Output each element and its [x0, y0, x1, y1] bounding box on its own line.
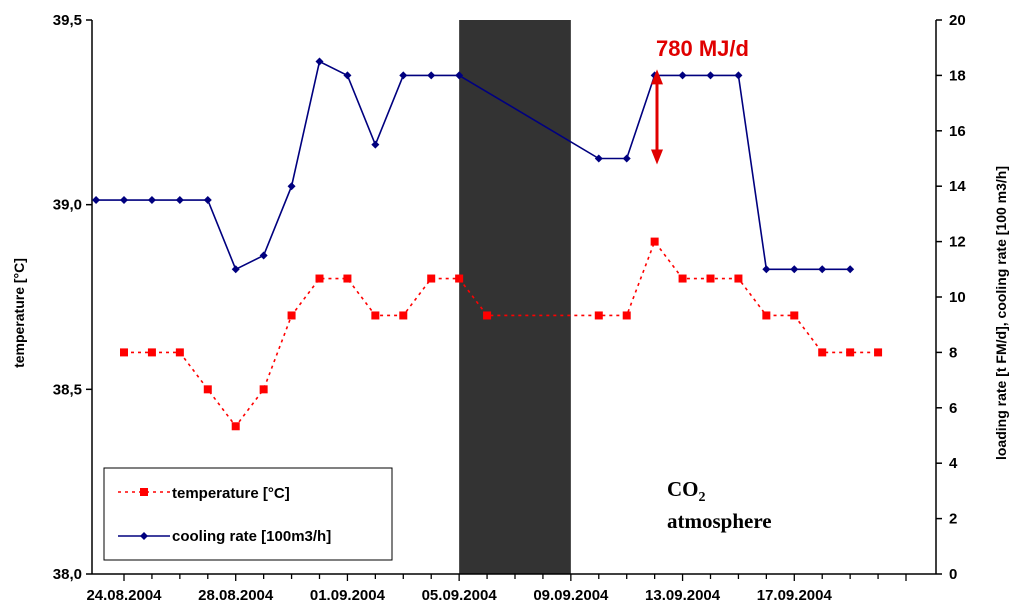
cooling-rate-point — [790, 265, 799, 274]
cooling-rate-point — [203, 196, 212, 205]
x-tick-label: 09.09.2004 — [533, 587, 609, 604]
cooling-rate-point — [706, 71, 715, 80]
x-tick-label: 01.09.2004 — [310, 587, 386, 604]
right-tick-label: 0 — [949, 566, 957, 583]
shaded-period-rect — [459, 20, 571, 574]
legend-marker-temperature — [140, 488, 148, 496]
temperature-point — [287, 311, 296, 320]
x-tick-label: 13.09.2004 — [645, 587, 721, 604]
cooling-rate-point — [399, 71, 408, 80]
temperature-point — [790, 311, 799, 320]
left-axis-title: temperature [°C] — [11, 258, 27, 368]
temperature-point — [427, 274, 436, 283]
temperature-point — [203, 385, 212, 394]
cooling-rate-point — [259, 251, 268, 260]
co2-label-line1: CO2 — [667, 477, 706, 505]
x-tick-label: 17.09.2004 — [757, 587, 833, 604]
temperature-point — [678, 274, 687, 283]
temperature-point — [343, 274, 352, 283]
annotation-arrow-head-up — [651, 69, 663, 85]
temperature-point — [762, 311, 771, 320]
annotation-label: 780 MJ/d — [656, 36, 749, 61]
left-axis: 38,0 38,5 39,0 39,5 — [53, 12, 92, 583]
right-tick-label: 8 — [949, 344, 957, 361]
left-tick-label: 39,0 — [53, 197, 82, 214]
right-tick-label: 18 — [949, 67, 966, 84]
temperature-point — [231, 422, 240, 431]
temperature-point — [818, 348, 827, 357]
temperature-point — [371, 311, 380, 320]
temperature-point — [147, 348, 156, 357]
cooling-rate-point — [371, 140, 380, 149]
right-tick-label: 6 — [949, 400, 957, 417]
temperature-point — [259, 385, 268, 394]
cooling-rate-point — [678, 71, 687, 80]
temperature-point — [120, 348, 128, 357]
legend-marker-cooling — [140, 532, 148, 540]
right-tick-label: 20 — [949, 12, 966, 29]
cooling-rate-point — [622, 154, 631, 163]
right-tick-label: 14 — [949, 178, 966, 195]
right-tick-label: 2 — [949, 511, 957, 528]
cooling-rate-point — [846, 265, 855, 274]
left-tick-label: 38,0 — [53, 566, 82, 583]
legend-box — [103, 467, 393, 561]
right-axis-title: loading rate [t FM/d], cooling rate [100… — [993, 166, 1009, 460]
cooling-rate-point — [120, 196, 128, 205]
temperature-point — [874, 348, 883, 357]
legend: temperature [°C] cooling rate [100m3/h] — [103, 467, 393, 561]
x-tick-label: 24.08.2004 — [86, 587, 162, 604]
annotation-arrow-head-down — [651, 149, 663, 165]
cooling-rate-point — [455, 71, 464, 80]
cooling-rate-point — [734, 71, 743, 80]
cooling-rate-point — [287, 182, 296, 191]
temperature-point — [734, 274, 743, 283]
annotation-group: 780 MJ/d — [651, 36, 749, 165]
right-tick-label: 16 — [949, 123, 966, 140]
cooling-rate-point — [427, 71, 436, 80]
temperature-point — [483, 311, 492, 320]
co2-label: CO2 atmosphere — [667, 477, 772, 533]
cooling-rate-point — [147, 196, 156, 205]
temperature-point — [175, 348, 184, 357]
cooling-rate-point — [594, 154, 603, 163]
temperature-point — [706, 274, 715, 283]
temperature-point — [622, 311, 631, 320]
co2-label-line2: atmosphere — [667, 509, 772, 533]
left-tick-label: 38,5 — [53, 381, 82, 398]
cooling-rate-point — [175, 196, 184, 205]
cooling-rate-point — [818, 265, 827, 274]
cooling-rate-point — [92, 196, 101, 205]
cooling-rate-point — [343, 71, 352, 80]
legend-label-temperature: temperature [°C] — [172, 485, 290, 502]
left-tick-label: 39,5 — [53, 12, 82, 29]
cooling-rate-point — [762, 265, 771, 274]
temperature-point — [455, 274, 464, 283]
series-line-cooling-rate — [96, 60, 851, 271]
x-tick-label: 28.08.2004 — [198, 587, 274, 604]
right-axis: 0 2 4 6 8 10 12 14 16 18 20 — [936, 12, 966, 583]
right-tick-label: 4 — [949, 455, 958, 472]
right-tick-label: 12 — [949, 234, 966, 251]
x-axis: 24.08.2004 28.08.2004 01.09.2004 05.09.2004… — [86, 574, 907, 604]
right-tick-label: 10 — [949, 289, 966, 306]
temperature-point — [399, 311, 408, 320]
cooling-rate-point — [315, 57, 324, 66]
temperature-point — [846, 348, 855, 357]
x-tick-label: 05.09.2004 — [422, 587, 498, 604]
temperature-point — [315, 274, 324, 283]
temperature-point — [650, 237, 659, 246]
temperature-point — [594, 311, 603, 320]
cooling-rate-point — [231, 265, 240, 274]
shaded-period-group — [459, 20, 571, 574]
legend-label-cooling: cooling rate [100m3/h] — [172, 528, 331, 545]
